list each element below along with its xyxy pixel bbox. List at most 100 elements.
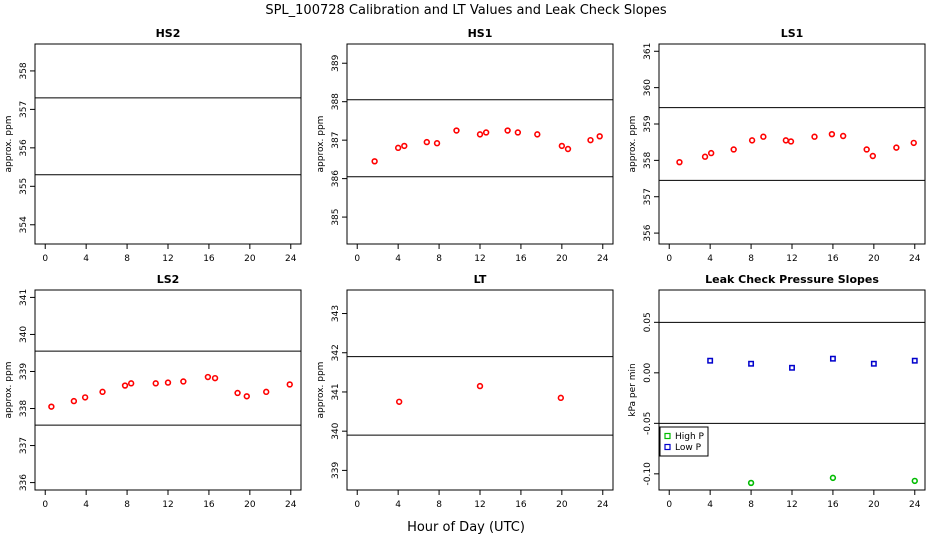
x-tick-label: 16 bbox=[515, 254, 527, 264]
x-tick-label: 20 bbox=[868, 500, 880, 510]
data-point bbox=[564, 145, 572, 153]
y-axis-label: kPa per min bbox=[628, 363, 638, 416]
y-tick-label: 388 bbox=[331, 93, 341, 110]
data-point bbox=[211, 374, 219, 382]
data-point bbox=[164, 379, 172, 386]
x-tick-label: 8 bbox=[436, 254, 442, 264]
x-tick-label: 8 bbox=[124, 254, 130, 264]
y-tick-label: 340 bbox=[19, 326, 29, 343]
data-point bbox=[121, 382, 129, 389]
data-point bbox=[401, 142, 408, 150]
panel-title: LT bbox=[474, 273, 487, 286]
data-point bbox=[234, 389, 241, 397]
y-tick-label: 340 bbox=[331, 422, 341, 439]
y-tick-label: 357 bbox=[643, 188, 653, 205]
data-point bbox=[839, 132, 847, 140]
y-tick-label: 385 bbox=[331, 208, 341, 225]
data-point bbox=[476, 131, 484, 138]
x-tick-label: 4 bbox=[707, 254, 713, 264]
y-tick-label: 360 bbox=[643, 79, 653, 96]
x-tick-label: 24 bbox=[909, 254, 921, 264]
x-tick-label: 8 bbox=[748, 254, 754, 264]
y-tick-label: 354 bbox=[19, 216, 29, 233]
panel-ls2: LS2 0 4 8 12 16 20 24 336 337 338 339 340 341 approx. … bbox=[4, 273, 302, 510]
y-tick-label: 361 bbox=[643, 43, 653, 60]
x-tick-label: 12 bbox=[162, 254, 173, 264]
x-tick-label: 4 bbox=[83, 500, 89, 510]
data-point bbox=[263, 388, 270, 396]
legend-label: Low P bbox=[675, 443, 702, 453]
y-tick-label: 358 bbox=[643, 152, 653, 169]
data-point bbox=[423, 138, 430, 146]
x-tick-label: 4 bbox=[707, 500, 713, 510]
x-tick-label: 4 bbox=[83, 254, 89, 264]
data-point bbox=[99, 388, 106, 396]
x-tick-label: 20 bbox=[868, 254, 880, 264]
data-point bbox=[204, 373, 212, 381]
y-tick-label: 341 bbox=[19, 289, 29, 306]
data-point bbox=[476, 382, 484, 390]
x-tick-label: 16 bbox=[203, 500, 215, 510]
y-tick-label: 337 bbox=[19, 437, 29, 454]
x-tick-label: 24 bbox=[597, 254, 609, 264]
data-point bbox=[748, 137, 756, 144]
data-point bbox=[286, 381, 293, 388]
x-tick-label: 8 bbox=[124, 500, 130, 510]
data-point bbox=[748, 360, 755, 367]
data-point bbox=[829, 474, 837, 482]
data-point bbox=[707, 149, 715, 157]
data-point bbox=[243, 393, 250, 400]
x-tick-label: 24 bbox=[285, 254, 297, 264]
data-point bbox=[395, 398, 403, 405]
data-point bbox=[371, 158, 378, 165]
x-tick-label: 20 bbox=[556, 254, 568, 264]
y-tick-label: 386 bbox=[331, 170, 341, 187]
data-point bbox=[701, 153, 709, 160]
y-tick-label: -0.10 bbox=[643, 462, 653, 486]
data-point bbox=[81, 394, 89, 401]
y-tick-label: -0.05 bbox=[643, 412, 653, 435]
data-point bbox=[730, 146, 737, 153]
x-tick-label: 4 bbox=[395, 500, 401, 510]
y-axis-label: approx. ppm bbox=[4, 116, 14, 173]
x-axis-label: Hour of Day (UTC) bbox=[407, 520, 525, 535]
data-point bbox=[596, 133, 603, 140]
x-tick-label: 16 bbox=[203, 254, 215, 264]
plot-frame bbox=[658, 289, 926, 491]
y-axis-label: approx. ppm bbox=[628, 116, 638, 173]
data-point bbox=[760, 133, 767, 140]
x-tick-label: 24 bbox=[597, 500, 609, 510]
data-point bbox=[180, 378, 187, 385]
data-point bbox=[152, 380, 159, 387]
plot-frame bbox=[34, 43, 302, 245]
data-point bbox=[70, 397, 78, 405]
x-tick-label: 0 bbox=[42, 500, 48, 510]
data-point bbox=[893, 144, 900, 151]
y-tick-label: 339 bbox=[19, 363, 29, 380]
data-point bbox=[828, 130, 836, 138]
x-tick-label: 0 bbox=[354, 254, 360, 264]
data-point bbox=[707, 357, 714, 364]
y-tick-label: 338 bbox=[19, 400, 29, 417]
panel-lt: LT 0 4 8 12 16 20 24 339 340 341 342 343 approx. ppm bbox=[316, 273, 614, 510]
data-point bbox=[782, 137, 790, 144]
x-tick-label: 12 bbox=[786, 500, 797, 510]
panel-title: LS2 bbox=[157, 273, 180, 286]
y-tick-label: 0.00 bbox=[643, 363, 653, 383]
data-point bbox=[811, 133, 818, 140]
legend-box bbox=[659, 426, 709, 457]
y-tick-label: 359 bbox=[643, 115, 653, 132]
data-point bbox=[787, 138, 795, 145]
x-tick-label: 20 bbox=[244, 500, 256, 510]
data-point bbox=[127, 380, 135, 387]
panel-leak: Leak Check Pressure Slopes 0 4 8 12 16 20 24 -0.… bbox=[628, 273, 926, 510]
data-point bbox=[482, 129, 490, 136]
x-tick-label: 0 bbox=[666, 500, 672, 510]
data-point bbox=[863, 146, 870, 153]
panel-title: HS1 bbox=[468, 27, 493, 40]
y-tick-label: 343 bbox=[331, 305, 341, 322]
y-tick-label: 387 bbox=[331, 132, 341, 149]
legend-marker bbox=[664, 443, 671, 451]
data-point bbox=[587, 136, 594, 144]
panel-ls1: LS1 0 4 8 12 16 20 24 356 357 358 359 360 361 approx. … bbox=[628, 27, 926, 264]
